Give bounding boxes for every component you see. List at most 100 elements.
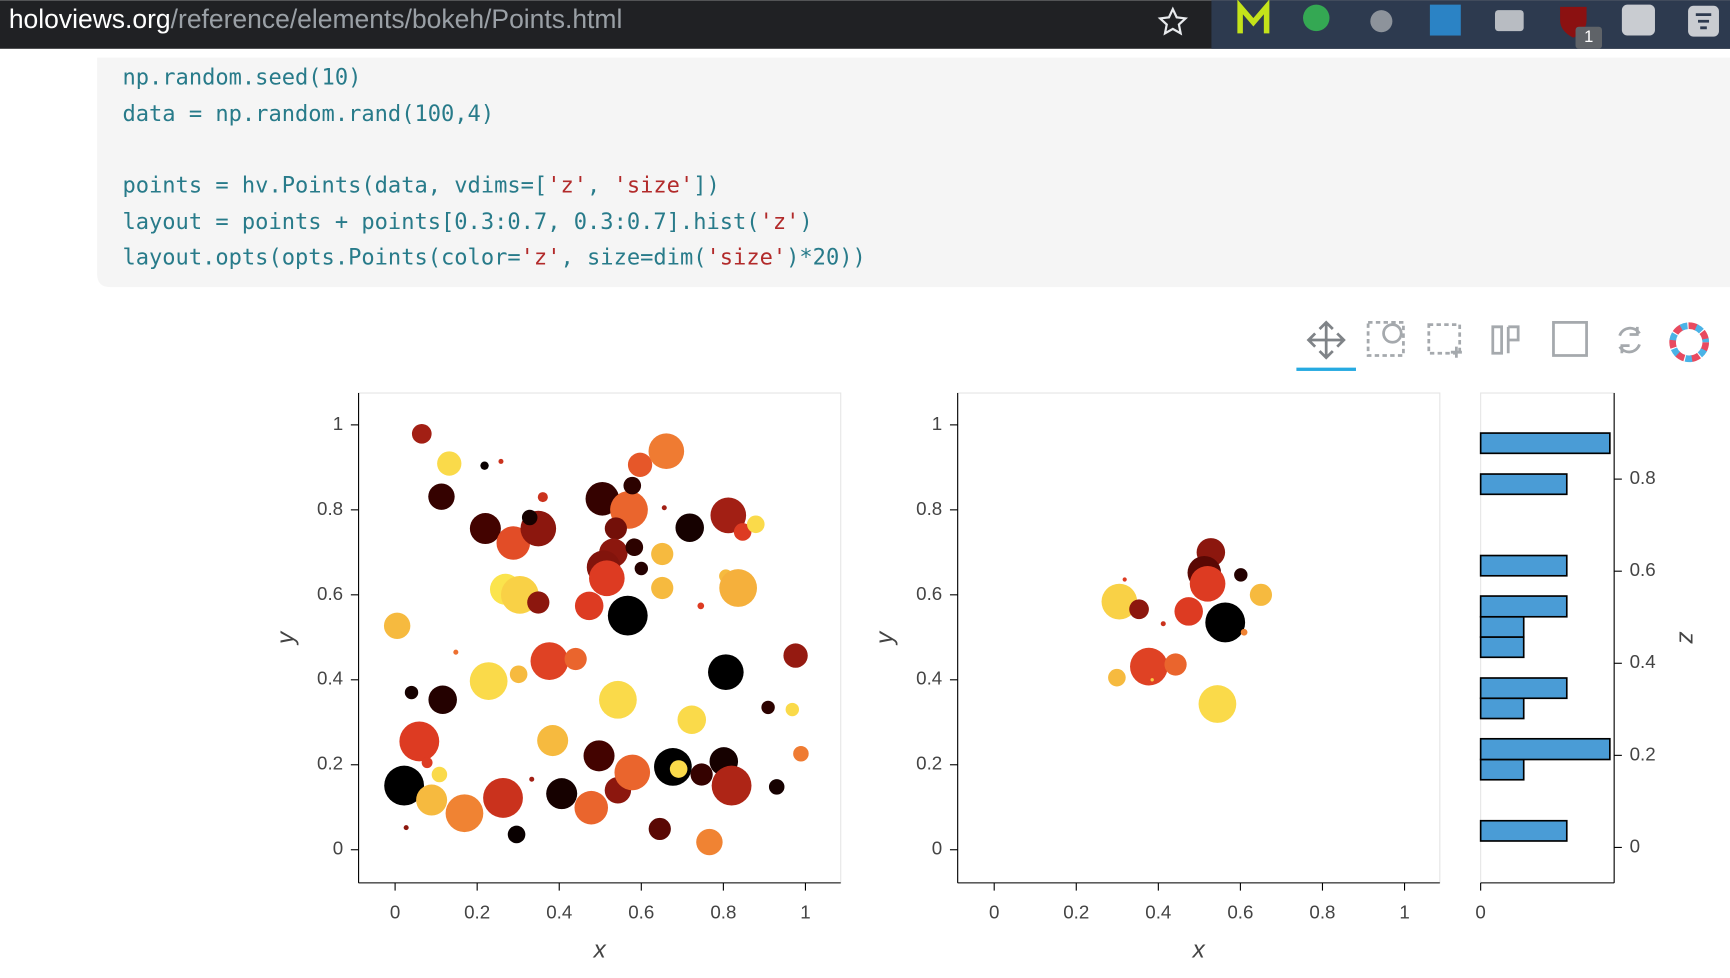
point bbox=[537, 725, 569, 757]
y-tick-label: 0.6 bbox=[916, 583, 942, 604]
point bbox=[719, 569, 758, 607]
box-select-tool[interactable] bbox=[1450, 346, 1462, 358]
points bbox=[1101, 538, 1273, 723]
badge-count: 1 bbox=[1584, 27, 1593, 46]
code-line: points = hv.Points(data, vdims=['z', 'si… bbox=[122, 174, 719, 199]
histogram-bar bbox=[1479, 615, 1525, 638]
logo-ring bbox=[1669, 322, 1710, 363]
code-line: data = np.random.rand(100,4) bbox=[122, 102, 494, 127]
box-zoom-tool[interactable] bbox=[1366, 321, 1405, 357]
y-tick-label: 0.6 bbox=[1630, 559, 1656, 580]
x-tick-label: 1 bbox=[1399, 902, 1409, 923]
y-tick-label: 1 bbox=[932, 413, 942, 434]
point bbox=[574, 591, 604, 621]
x-axis-label: x bbox=[593, 937, 607, 964]
code-text: , size=dim( bbox=[560, 245, 706, 270]
code-line: np.random.seed(10) bbox=[122, 66, 361, 91]
x-tick-label: 0.2 bbox=[1063, 902, 1089, 923]
point bbox=[710, 497, 747, 534]
x-axis-label: x bbox=[1192, 937, 1206, 964]
point bbox=[589, 560, 625, 597]
point bbox=[469, 662, 508, 700]
point bbox=[746, 515, 765, 534]
extension-icon[interactable] bbox=[1370, 10, 1393, 33]
histogram-bar bbox=[1479, 737, 1611, 761]
box-zoom-tool[interactable] bbox=[1382, 323, 1403, 344]
point bbox=[1234, 568, 1248, 582]
extension-icon[interactable] bbox=[1494, 10, 1524, 32]
x-tick-label: 0 bbox=[1475, 902, 1485, 923]
extension-icon[interactable] bbox=[1237, 0, 1270, 34]
point bbox=[625, 538, 644, 557]
menu-icon bbox=[1695, 13, 1712, 30]
x-tick-label: 0.8 bbox=[1309, 902, 1335, 923]
badge bbox=[1575, 26, 1603, 49]
url-host[interactable]: holoviews.org bbox=[9, 4, 171, 34]
point bbox=[1240, 628, 1248, 636]
point bbox=[537, 492, 548, 503]
point bbox=[469, 513, 501, 545]
histogram-bar bbox=[1479, 554, 1568, 577]
point bbox=[1189, 565, 1226, 602]
point bbox=[1122, 577, 1127, 582]
point bbox=[783, 643, 808, 668]
box-select-tool[interactable] bbox=[1427, 323, 1462, 355]
extension-icon[interactable] bbox=[1303, 4, 1330, 32]
point bbox=[404, 685, 419, 700]
point bbox=[677, 705, 707, 734]
code-text: layout.opts(opts.Points(color= bbox=[122, 245, 520, 270]
bookmark-star[interactable] bbox=[1157, 6, 1189, 36]
extension-icon[interactable] bbox=[1429, 4, 1461, 36]
point bbox=[697, 602, 705, 610]
x-tick-label: 0.4 bbox=[1145, 902, 1171, 923]
y-tick-label: 0.4 bbox=[916, 668, 942, 689]
point bbox=[1205, 602, 1246, 643]
histogram-bar bbox=[1479, 473, 1568, 496]
histogram-bar bbox=[1479, 697, 1525, 720]
bokeh-logo[interactable] bbox=[1669, 322, 1710, 363]
point bbox=[574, 790, 609, 825]
wheel-zoom-tool[interactable] bbox=[1491, 325, 1520, 355]
url-path[interactable]: /reference/elements/bokeh/Points.html bbox=[171, 4, 623, 34]
point bbox=[383, 612, 411, 640]
x-tick-label: 0.6 bbox=[628, 902, 654, 923]
point bbox=[1164, 653, 1187, 676]
point bbox=[768, 779, 785, 795]
histogram-bar bbox=[1479, 758, 1525, 781]
point bbox=[761, 700, 775, 715]
y-tick-label: 0 bbox=[932, 838, 942, 859]
extension-icon[interactable] bbox=[1621, 4, 1655, 36]
y-tick-label: 0 bbox=[333, 838, 343, 859]
point bbox=[416, 784, 448, 816]
point bbox=[384, 765, 425, 806]
point bbox=[1174, 597, 1203, 626]
plot-frame bbox=[957, 392, 1441, 884]
active-tool-indicator bbox=[1296, 367, 1356, 371]
point bbox=[1249, 583, 1273, 606]
point bbox=[546, 778, 578, 810]
point bbox=[421, 757, 433, 769]
point bbox=[651, 542, 674, 566]
point bbox=[1130, 647, 1168, 686]
reset-tool[interactable] bbox=[1618, 326, 1641, 354]
point bbox=[498, 458, 504, 464]
points bbox=[383, 423, 809, 856]
point bbox=[529, 776, 535, 782]
point bbox=[1160, 621, 1166, 627]
y-tick-label: 0.8 bbox=[317, 498, 343, 519]
point bbox=[669, 760, 688, 778]
code-block bbox=[97, 57, 1730, 288]
code-string: 'z' bbox=[521, 245, 561, 270]
code-text: )*20)) bbox=[786, 245, 866, 270]
pan-tool[interactable] bbox=[1306, 320, 1346, 360]
point bbox=[428, 483, 455, 510]
code-lines: np.random.seed(10) data = np.random.rand(… bbox=[122, 66, 865, 271]
y-tick-label: 1 bbox=[333, 413, 343, 434]
point bbox=[507, 825, 526, 844]
save-tool[interactable] bbox=[1552, 321, 1588, 357]
histogram-bar bbox=[1479, 432, 1611, 455]
point bbox=[445, 794, 484, 833]
point bbox=[785, 702, 800, 717]
point bbox=[696, 828, 723, 856]
